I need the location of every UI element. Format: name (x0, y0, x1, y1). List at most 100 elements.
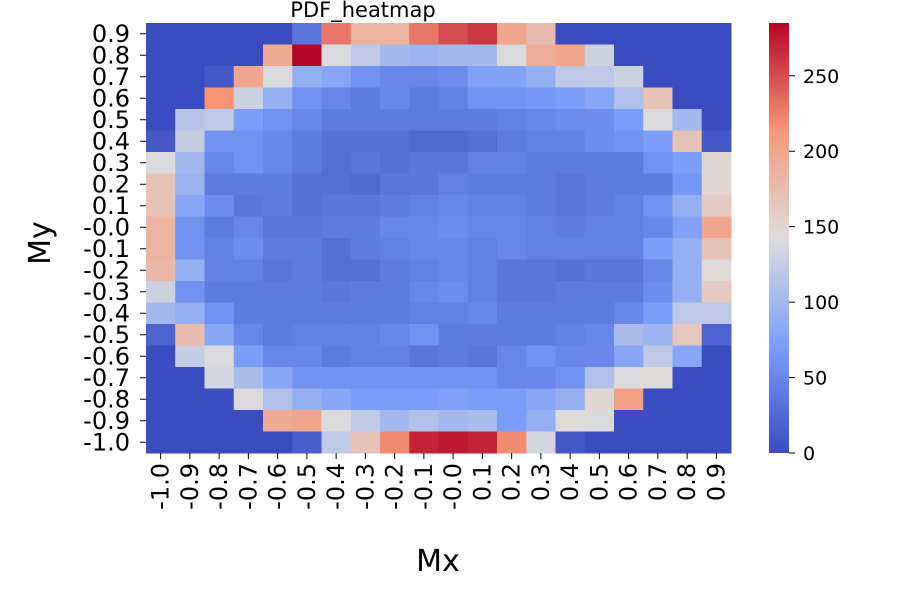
heatmap-cell (350, 66, 381, 88)
heatmap-cell (643, 173, 673, 196)
heatmap-cell (438, 367, 469, 389)
heatmap-cell (497, 431, 527, 454)
heatmap-cell (204, 195, 235, 217)
heatmap-cell (526, 152, 556, 174)
heatmap-cell (146, 152, 176, 174)
heatmap-cell (584, 23, 615, 45)
heatmap-cell (701, 238, 732, 260)
heatmap-cell (292, 109, 322, 131)
heatmap-cell (350, 302, 381, 325)
heatmap-cell (233, 410, 264, 432)
heatmap-cell (467, 173, 498, 196)
heatmap-cell (701, 130, 732, 153)
heatmap-cell (380, 23, 410, 45)
heatmap-cell (350, 324, 381, 346)
heatmap-cell (409, 109, 439, 131)
heatmap-cell (672, 259, 703, 282)
heatmap-cell (204, 109, 235, 131)
heatmap-cell (380, 109, 410, 131)
heatmap-cell (438, 238, 469, 260)
heatmap-cell (555, 66, 586, 88)
heatmap-cell (350, 216, 381, 239)
heatmap-cell (672, 44, 703, 67)
heatmap-cell (321, 259, 352, 282)
heatmap-cell (175, 87, 205, 110)
heatmap-cell (584, 367, 615, 389)
heatmap-cell (526, 195, 556, 217)
heatmap-cell (292, 388, 322, 411)
heatmap-cell (292, 431, 322, 454)
heatmap-cell (643, 109, 673, 131)
heatmap-cell (584, 216, 615, 239)
colorbar-tick-label: 50 (803, 368, 827, 390)
heatmap-cell (292, 345, 322, 368)
heatmap-cell (614, 345, 644, 368)
heatmap-cell (380, 410, 410, 432)
heatmap-cell (380, 130, 410, 153)
heatmap-cell (175, 152, 205, 174)
heatmap-cell (204, 66, 235, 88)
heatmap-cell (175, 345, 205, 368)
heatmap-cell (233, 388, 264, 411)
heatmap-cell (555, 324, 586, 346)
heatmap-cell (321, 130, 352, 153)
heatmap-cell (146, 259, 176, 282)
heatmap-cell (438, 302, 469, 325)
heatmap-cell (467, 388, 498, 411)
heatmap-cell (614, 431, 644, 454)
heatmap-cell (263, 431, 293, 454)
heatmap-cell (233, 281, 264, 303)
heatmap-cell (204, 152, 235, 174)
heatmap-cell (497, 173, 527, 196)
heatmap-cell (204, 388, 235, 411)
y-tick-label: -1.0 (83, 428, 130, 456)
heatmap-cell (263, 345, 293, 368)
heatmap-cell (467, 66, 498, 88)
heatmap-cell (584, 345, 615, 368)
heatmap-cell (526, 302, 556, 325)
heatmap-cell (438, 281, 469, 303)
heatmap-cell (467, 324, 498, 346)
heatmap-cell (146, 410, 176, 432)
y-axis-ticks: 0.90.80.70.60.50.40.30.20.1-0.0-0.1-0.2-… (83, 20, 146, 456)
x-tick-label: 0.6 (615, 463, 643, 501)
heatmap-cell (643, 281, 673, 303)
heatmap-cell (526, 216, 556, 239)
heatmap-cell (672, 152, 703, 174)
heatmap-cell (146, 66, 176, 88)
y-tick-label: 0.6 (92, 84, 130, 112)
heatmap-cell (380, 345, 410, 368)
heatmap-cell (350, 259, 381, 282)
heatmap-cell (672, 66, 703, 88)
heatmap-cell (497, 216, 527, 239)
heatmap-cell (643, 410, 673, 432)
heatmap-cell (204, 431, 235, 454)
heatmap-cell (350, 44, 381, 67)
heatmap-cell (467, 281, 498, 303)
heatmap-cell (614, 238, 644, 260)
heatmap-cell (204, 44, 235, 67)
heatmap-cell (672, 345, 703, 368)
heatmap-cell (321, 281, 352, 303)
heatmap-cell (555, 195, 586, 217)
heatmap-cell (175, 216, 205, 239)
heatmap-cell (204, 281, 235, 303)
heatmap-cell (584, 44, 615, 67)
heatmap-cell (146, 87, 176, 110)
heatmap-cell (614, 109, 644, 131)
heatmap-cell (584, 302, 615, 325)
y-tick-label: 0.9 (92, 20, 130, 48)
heatmap-cell (350, 345, 381, 368)
heatmap-cell (526, 281, 556, 303)
heatmap-cell (321, 302, 352, 325)
heatmap-cell (263, 410, 293, 432)
heatmap-cell (233, 44, 264, 67)
heatmap-cell (497, 44, 527, 67)
heatmap-cell (350, 130, 381, 153)
heatmap-cell (584, 388, 615, 411)
heatmap-cell (204, 367, 235, 389)
heatmap-cell (409, 345, 439, 368)
heatmap-cell (146, 130, 176, 153)
heatmap-cell (350, 152, 381, 174)
heatmap-cell (292, 281, 322, 303)
